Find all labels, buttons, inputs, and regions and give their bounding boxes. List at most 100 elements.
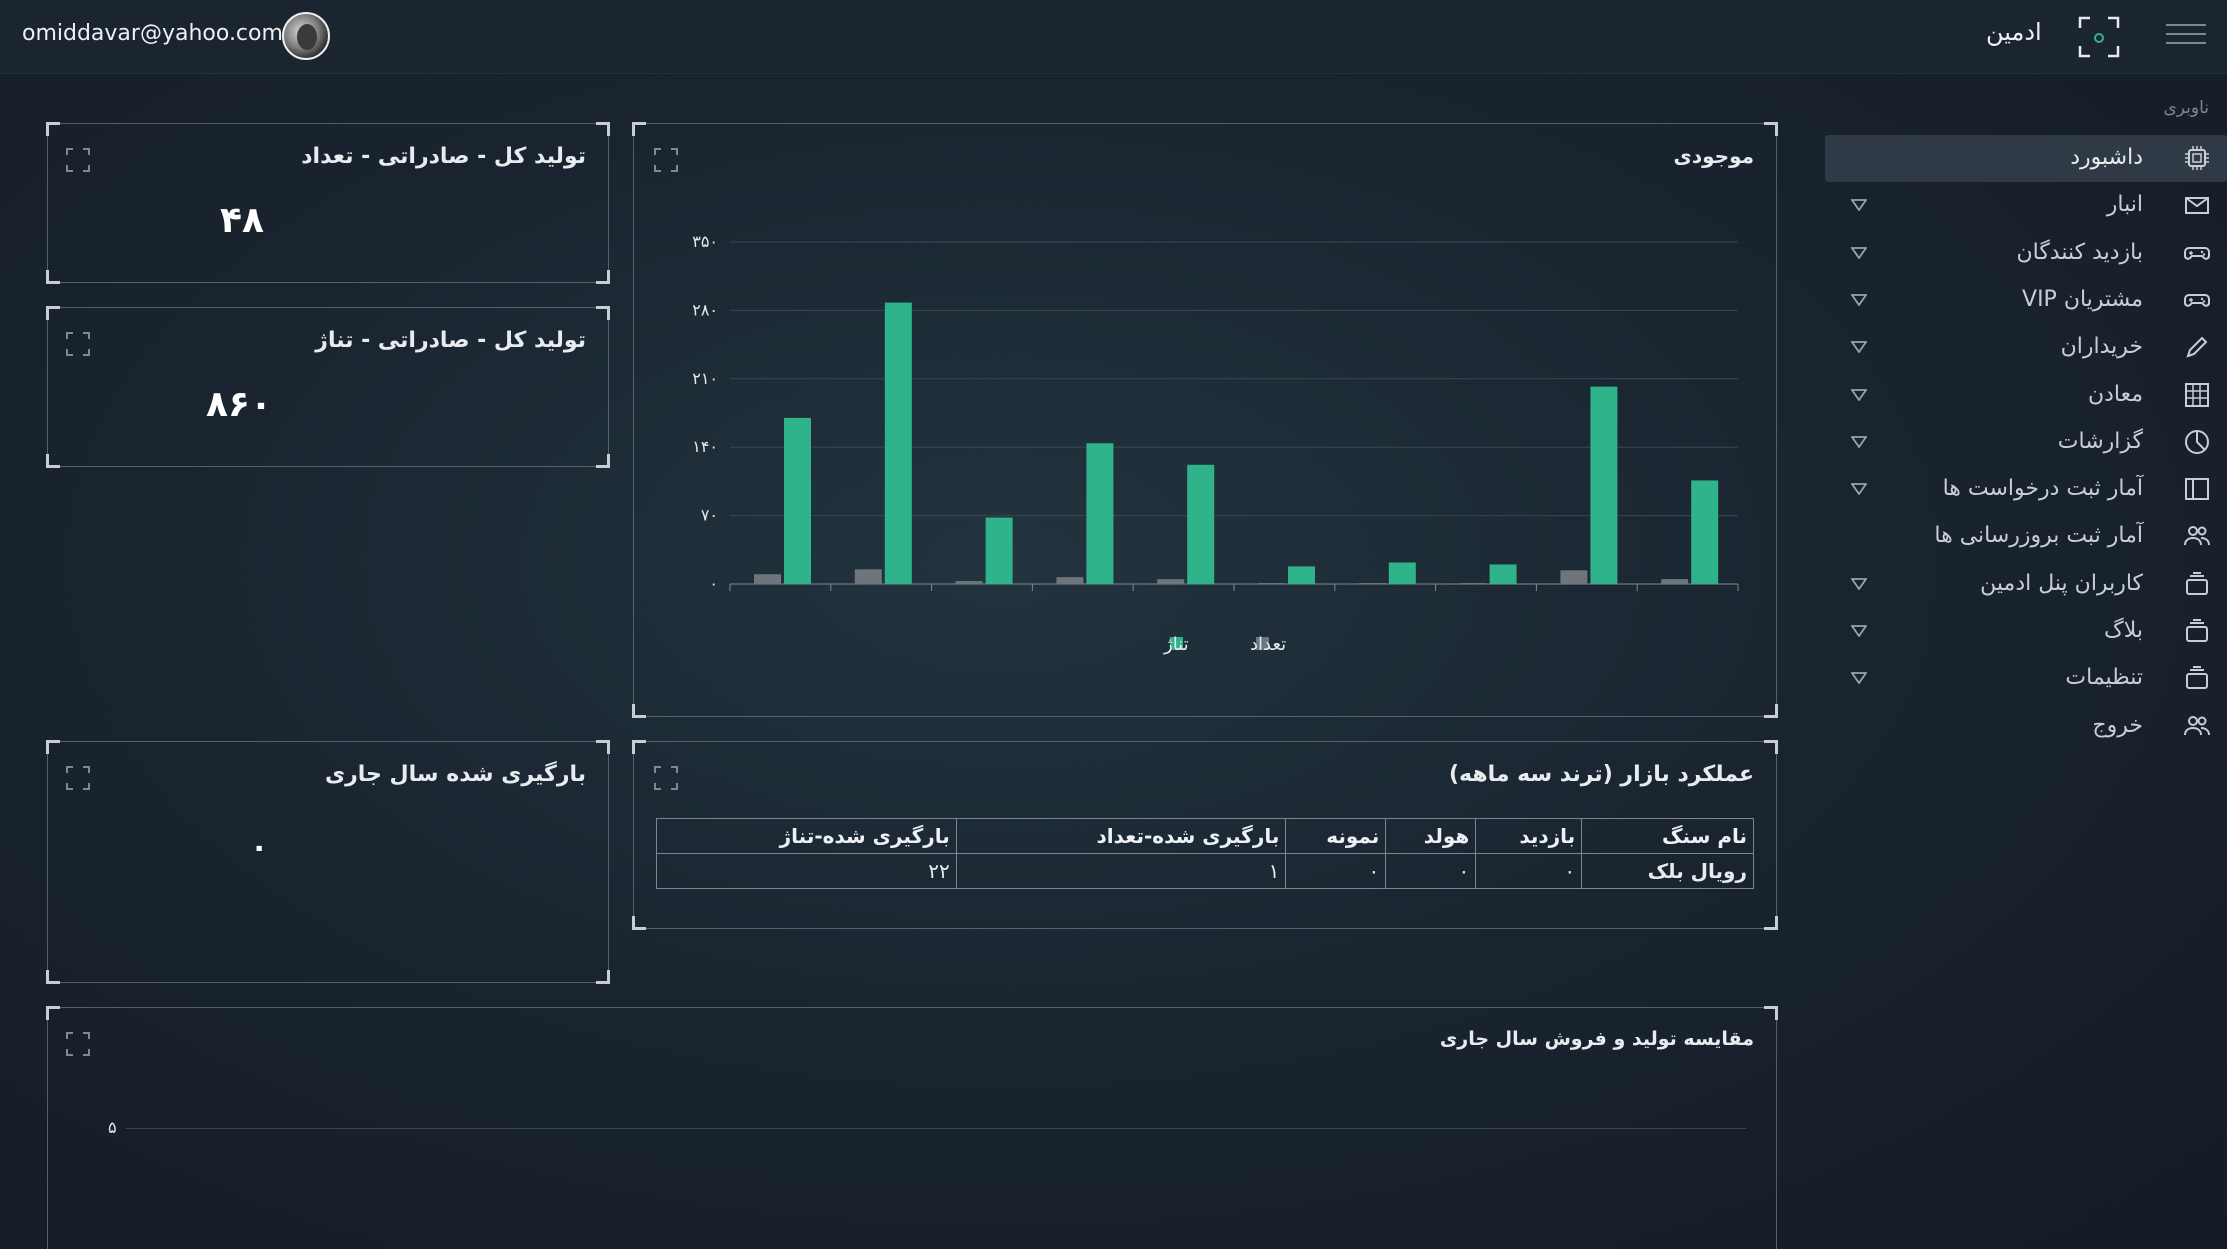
caret-down-icon[interactable] [1851, 625, 1867, 637]
expand-icon[interactable] [66, 1032, 90, 1056]
table-header-cell[interactable]: نمونه [1285, 818, 1387, 854]
sidebar: ناوبری داشبورد انبار بازدید کنندگان مشتریان… [1825, 90, 2227, 770]
sidebar-item[interactable]: گزارشات [1825, 419, 2227, 466]
sidebar-item[interactable]: خروج [1825, 703, 2227, 750]
table-cell: رویال بلک [1581, 853, 1754, 889]
stat-card-count: تولید کل - صادراتی - تعداد ۴۸ [46, 122, 610, 284]
sidebar-item-label: بازدید کنندگان [2016, 239, 2143, 265]
bar-count[interactable] [854, 569, 882, 584]
legend-label[interactable]: تناژ [1163, 634, 1189, 655]
bar-count[interactable] [1056, 577, 1084, 584]
caret-down-icon[interactable] [1851, 483, 1867, 496]
caret-down-icon[interactable] [1851, 388, 1867, 401]
bar-count[interactable] [1661, 579, 1689, 584]
brand-name: ادمین [1986, 18, 2042, 46]
bar-tonnage[interactable] [1489, 564, 1517, 584]
y-tick-label: ۷۰ [701, 506, 718, 525]
pie-chart-icon [2185, 429, 2209, 454]
top-bar: omiddavar@yahoo.com ادمین [0, 0, 2227, 74]
caret-down-icon[interactable] [1851, 199, 1867, 212]
market-title: عملکرد بازار (ترند سه ماهه) [1448, 762, 1754, 787]
sidebar-item-label: بلاگ [2104, 618, 2143, 643]
sidebar-item[interactable]: بازدید کنندگان [1825, 230, 2227, 277]
table-cell: ۰ [1475, 853, 1583, 889]
y-tick-label: ۲۸۰ [692, 300, 718, 319]
gamepad-icon [2184, 293, 2210, 307]
sidebar-item-label: تنظیمات [2065, 665, 2143, 691]
hamburger-menu-icon[interactable] [2166, 24, 2206, 50]
comparison-gridline [126, 1128, 1746, 1129]
legend-swatch [1256, 637, 1269, 650]
sidebar-item-label: آمار ثبت درخواست ها [1942, 476, 2143, 502]
caret-down-icon[interactable] [1851, 577, 1867, 590]
sidebar-item[interactable]: انبار [1825, 182, 2227, 229]
bar-count[interactable] [955, 581, 983, 584]
sidebar-item[interactable]: مشتریان VIP [1825, 277, 2227, 324]
table-header-cell[interactable]: بارگیری شده-تعداد [955, 818, 1287, 854]
expand-icon[interactable] [654, 766, 678, 790]
caret-down-icon[interactable] [1851, 293, 1867, 306]
bar-count[interactable] [1258, 583, 1285, 584]
sidebar-item[interactable]: داشبورد [1825, 135, 2227, 182]
user-email[interactable]: omiddavar@yahoo.com [22, 21, 283, 46]
bar-tonnage[interactable] [1086, 443, 1114, 584]
sidebar-item[interactable]: کاربران پنل ادمین [1825, 561, 2227, 608]
sidebar-item[interactable]: بلاگ [1825, 608, 2227, 655]
legend-label[interactable]: تعداد [1250, 634, 1286, 655]
sidebar-item[interactable]: تنظیمات [1825, 655, 2227, 702]
bar-tonnage[interactable] [1187, 464, 1215, 584]
bar-tonnage[interactable] [985, 517, 1013, 584]
sidebar-item-label: کاربران پنل ادمین [1980, 570, 2143, 596]
layers-icon [2186, 619, 2208, 642]
table-header-cell[interactable]: نام سنگ [1581, 818, 1754, 854]
bar-tonnage[interactable] [1388, 562, 1416, 584]
table-cell: ۱ [955, 853, 1287, 889]
bar-count[interactable] [1560, 570, 1588, 584]
gamepad-icon [2184, 246, 2210, 260]
grid-icon [2185, 382, 2209, 407]
bar-count[interactable] [1358, 583, 1386, 584]
stat-loaded-title: بارگیری شده سال جاری [324, 762, 586, 787]
stat-card-loaded: بارگیری شده سال جاری ۰ [46, 740, 610, 984]
expand-icon[interactable] [66, 148, 90, 172]
table-header-cell[interactable]: هولد [1385, 818, 1477, 854]
bar-tonnage[interactable] [1691, 480, 1719, 584]
expand-icon[interactable] [66, 766, 90, 790]
bar-tonnage[interactable] [1288, 566, 1315, 584]
table-cell: ۰ [1385, 853, 1477, 889]
sidebar-item-label: آمار ثبت بروزرسانی ها [1934, 523, 2143, 549]
y-tick-label: ۳۵۰ [692, 232, 718, 251]
caret-down-icon[interactable] [1851, 435, 1867, 448]
table-cell: ۲۲ [656, 853, 957, 889]
stat-count-title: تولید کل - صادراتی - تعداد [301, 144, 586, 169]
brand-logo-icon [2078, 16, 2120, 58]
bar-tonnage[interactable] [784, 417, 811, 584]
caret-down-icon[interactable] [1851, 672, 1867, 685]
user-avatar[interactable] [282, 12, 330, 60]
expand-icon[interactable] [654, 148, 678, 172]
users-icon [2184, 715, 2210, 735]
stat-count-value: ۴۸ [220, 200, 264, 241]
bar-tonnage[interactable] [884, 302, 912, 584]
sidebar-item-label: داشبورد [2070, 145, 2143, 170]
bar-count[interactable] [1157, 579, 1185, 584]
sidebar-item[interactable]: آمار ثبت درخواست ها [1825, 466, 2227, 513]
bar-count[interactable] [1459, 583, 1487, 584]
sidebar-item[interactable]: خریداران [1825, 324, 2227, 371]
y-tick-label: ۲۱۰ [692, 369, 718, 388]
table-header-cell[interactable]: بارگیری شده-تناژ [656, 818, 957, 854]
expand-icon[interactable] [66, 332, 90, 356]
caret-down-icon[interactable] [1851, 341, 1867, 354]
sidebar-item[interactable]: آمار ثبت بروزرسانی ها [1825, 513, 2227, 560]
bar-count[interactable] [754, 574, 781, 584]
table-row[interactable]: رویال بلک ۰ ۰ ۰ ۱ ۲۲ [656, 853, 1754, 889]
caret-down-icon[interactable] [1851, 246, 1867, 259]
stat-tonnage-title: تولید کل - صادراتی - تناژ [315, 328, 586, 353]
sidebar-item-label: گزارشات [2057, 428, 2143, 454]
sidebar-item-label: مشتریان VIP [2022, 286, 2143, 312]
table-header-cell[interactable]: بازدید [1475, 818, 1583, 854]
sidebar-item-label: معادن [2087, 381, 2143, 407]
inventory-chart-panel: موجودی ۰ ۷۰ ۱۴۰ ۲۱۰ ۲۸۰ ۳۵۰ تناژ تعداد [632, 122, 1778, 718]
sidebar-item[interactable]: معادن [1825, 372, 2227, 419]
bar-tonnage[interactable] [1590, 386, 1618, 584]
